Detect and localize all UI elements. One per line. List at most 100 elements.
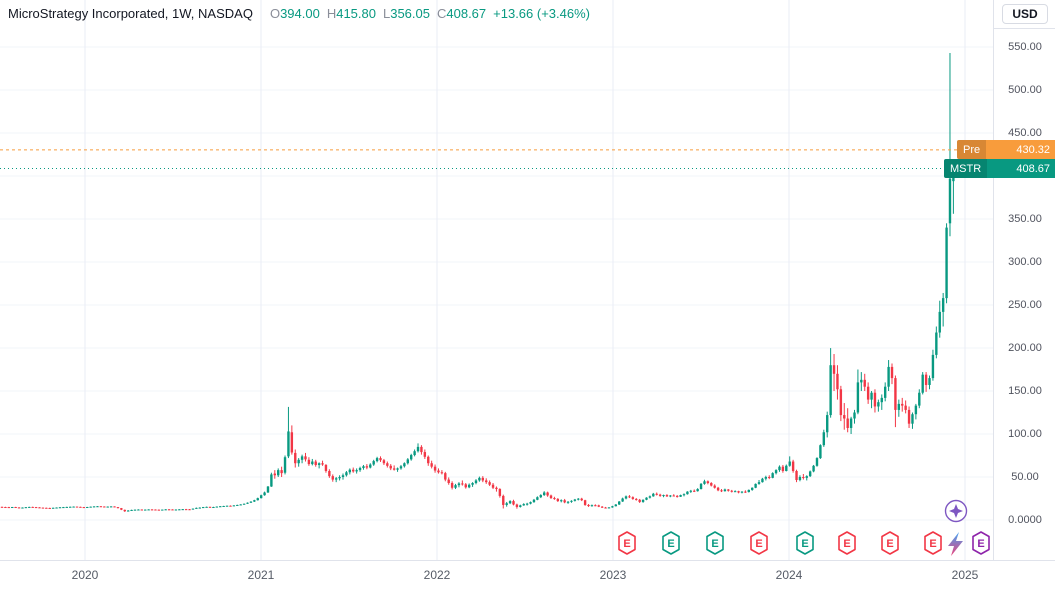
candle-body (242, 503, 246, 505)
candle-body (386, 463, 389, 466)
candle-body (645, 497, 648, 500)
candle-body (389, 465, 392, 469)
candle-body (877, 402, 880, 407)
zap-event-marker[interactable] (948, 532, 963, 556)
magic-sparkle-button[interactable] (944, 499, 968, 523)
candle-body (495, 487, 498, 490)
candle-body (174, 509, 178, 511)
candle-body (689, 490, 693, 492)
candle-body (464, 484, 467, 488)
candle-body (839, 389, 843, 416)
candle-body (17, 507, 21, 509)
candle-body (577, 498, 580, 500)
candle-body (379, 458, 382, 461)
candle-body (853, 412, 856, 419)
earnings-marker[interactable]: E (972, 531, 990, 555)
candle-body (662, 495, 665, 497)
candle-body (51, 507, 55, 509)
candle-body (161, 509, 164, 511)
candle-body (103, 506, 106, 508)
symbol-tag: MSTR (944, 159, 988, 179)
candle-body (382, 460, 386, 464)
candle-body (740, 491, 744, 493)
candle-body (328, 470, 331, 477)
candle-body (427, 456, 430, 464)
candle-body (447, 479, 450, 484)
candle-body (338, 477, 341, 479)
candle-body (498, 489, 502, 496)
candle-body (880, 397, 883, 403)
premarket-value: 430.32 (1016, 143, 1050, 156)
earnings-badge-shape (618, 531, 636, 555)
symbol-title[interactable]: MicroStrategy Incorporated, 1W, NASDAQ (8, 6, 253, 21)
candle-body (72, 506, 75, 508)
candle-body (82, 507, 86, 509)
candle-body (488, 482, 491, 485)
price-axis[interactable]: USD 550.00 500.00 450.00 350.00 300.00 250.00… (993, 0, 1055, 560)
candle-body (727, 489, 730, 491)
candle-body (560, 500, 563, 502)
low-label: L (382, 6, 391, 21)
candle-body (481, 477, 485, 481)
zap-icon (948, 532, 963, 556)
time-axis-label: 2020 (71, 568, 99, 582)
earnings-marker[interactable]: E (838, 531, 856, 555)
candle-body (945, 227, 948, 299)
currency-toggle-wrap: USD (994, 0, 1055, 29)
candle-body (768, 477, 771, 478)
candle-body (225, 505, 229, 507)
candle-body (253, 500, 256, 502)
currency-toggle-button[interactable]: USD (1002, 4, 1048, 24)
open-value: 394.00 (280, 6, 320, 21)
earnings-marker[interactable]: E (924, 531, 942, 555)
time-axis[interactable]: 2020 2021 2022 2023 2024 2025 (0, 560, 1055, 593)
candle-body (935, 332, 938, 355)
candle-body (69, 506, 72, 508)
earnings-marker[interactable]: E (796, 531, 814, 555)
candle-body (566, 501, 570, 503)
price-axis-label: 0.0000 (1008, 514, 1042, 526)
candle-body (819, 445, 822, 459)
candle-body (829, 365, 832, 416)
candle-body (0, 506, 4, 508)
price-axis-label: 50.00 (1011, 471, 1039, 483)
earnings-marker[interactable]: E (662, 531, 680, 555)
candle-body (590, 505, 594, 507)
candle-body (904, 405, 907, 410)
earnings-marker[interactable]: E (750, 531, 768, 555)
candle-body (723, 489, 727, 492)
candle-body (423, 452, 427, 457)
candle-body (167, 509, 171, 511)
candle-body (144, 509, 147, 511)
candle-body (79, 506, 82, 508)
candle-body (624, 496, 628, 499)
earnings-badge-letter: E (801, 538, 808, 550)
candle-body (911, 414, 914, 424)
time-axis-label: 2025 (951, 568, 979, 582)
candle-body (314, 461, 317, 465)
candle-body (283, 457, 287, 473)
candle-body (58, 507, 62, 509)
candle-body (321, 463, 324, 465)
candle-body (737, 491, 740, 493)
candle-body (467, 484, 471, 488)
candle-body (924, 374, 928, 385)
candle-body (542, 492, 546, 496)
earnings-badge-shape (796, 531, 814, 555)
candle-body (549, 495, 553, 499)
candle-body (682, 494, 686, 496)
candle-body (686, 491, 689, 495)
earnings-marker[interactable]: E (618, 531, 636, 555)
candle-body (836, 373, 839, 390)
earnings-marker[interactable]: E (706, 531, 724, 555)
candle-body (669, 495, 672, 497)
candle-body (508, 501, 512, 504)
candle-body (28, 506, 31, 508)
price-axis-label: 200.00 (1008, 342, 1042, 354)
candle-body (563, 500, 566, 503)
earnings-marker[interactable]: E (881, 531, 899, 555)
candle-body (843, 415, 846, 419)
candle-body (171, 509, 174, 511)
